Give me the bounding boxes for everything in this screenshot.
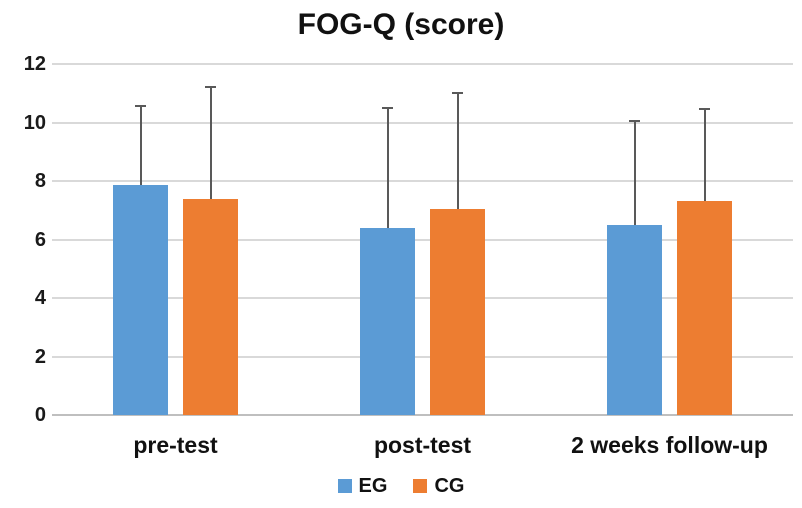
- x-axis-line: [52, 414, 793, 416]
- error-bar-CG-post-test: [456, 93, 459, 209]
- y-tick-label-2: 2: [34, 345, 46, 368]
- legend-label-CG: CG: [434, 475, 465, 497]
- x-axis-labels: pre-test post-test 2 weeks follow-up: [0, 432, 802, 466]
- error-bar-EG-2-weeks-follow-up: [633, 121, 636, 225]
- error-bar-CG-pre-test: [209, 87, 212, 199]
- error-bar-CG-2-weeks-follow-up: [703, 109, 706, 202]
- bar-EG-pre-test: [113, 185, 168, 415]
- y-tick-label-12: 12: [23, 53, 46, 75]
- error-bar-EG-post-test: [386, 107, 389, 228]
- legend-item-CG: CG: [413, 475, 465, 497]
- x-category-label-pre-test: pre-test: [133, 432, 218, 458]
- gridline-y6: [52, 238, 793, 241]
- bar-CG-2-weeks-follow-up: [677, 201, 732, 415]
- legend-item-EG: EG: [337, 475, 388, 497]
- plot-area: [52, 63, 793, 416]
- bar-EG-2-weeks-follow-up: [607, 224, 662, 415]
- y-tick-label-4: 4: [34, 287, 46, 309]
- legend-swatch-CG: [413, 479, 428, 493]
- bar-CG-pre-test: [183, 198, 238, 415]
- x-category-label-post-test: post-test: [373, 432, 472, 458]
- chart-title: FOG-Q (score): [297, 8, 505, 41]
- bar-EG-post-test: [360, 227, 415, 415]
- gridline-y8: [52, 180, 793, 182]
- error-cap-EG-pre-test: [135, 105, 146, 108]
- y-tick-label-8: 8: [34, 170, 46, 192]
- gridline-y12: [52, 63, 793, 65]
- y-tick-label-10: 10: [23, 111, 46, 134]
- gridline-y2: [52, 355, 793, 358]
- gridline-y10: [52, 121, 793, 124]
- x-category-label-2-weeks-follow-up: 2 weeks follow-up: [571, 432, 768, 458]
- y-tick-label-6: 6: [34, 228, 46, 251]
- error-cap-CG-post-test: [452, 92, 463, 95]
- error-cap-CG-2-weeks-follow-up: [699, 108, 710, 111]
- error-cap-CG-pre-test: [205, 86, 216, 89]
- bar-CG-post-test: [430, 208, 485, 415]
- gridline-y4: [52, 297, 793, 299]
- legend: EG CG: [0, 475, 802, 497]
- y-tick-label-0: 0: [34, 404, 46, 426]
- error-bar-EG-pre-test: [139, 106, 142, 186]
- legend-label-EG: EG: [358, 475, 388, 497]
- error-cap-EG-post-test: [382, 106, 393, 109]
- legend-swatch-EG: [337, 479, 352, 493]
- error-cap-EG-2-weeks-follow-up: [629, 120, 640, 123]
